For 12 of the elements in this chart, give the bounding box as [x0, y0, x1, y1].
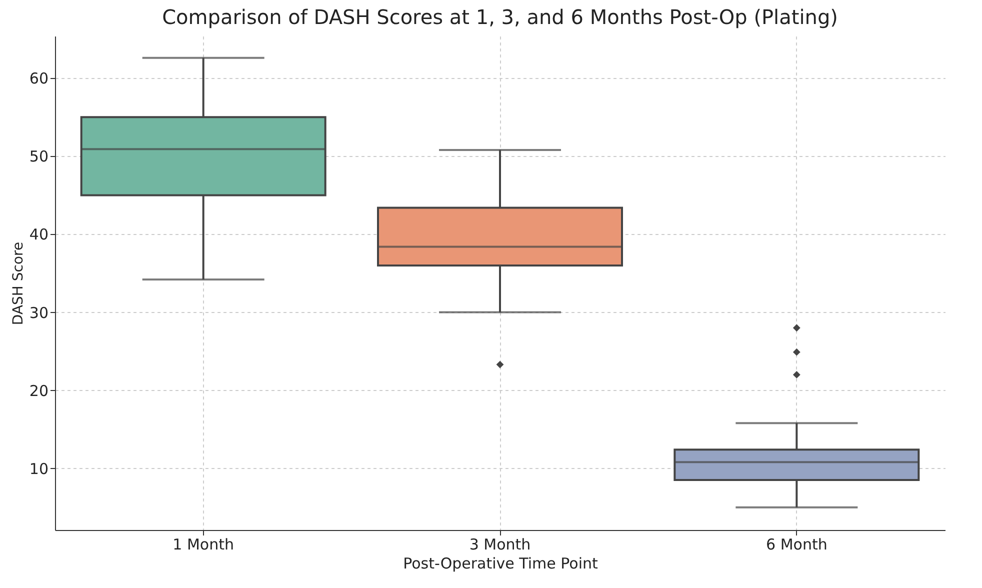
y-tick-label: 40: [29, 226, 48, 244]
y-tick-label: 60: [29, 70, 48, 88]
y-tick-label: 50: [29, 148, 48, 166]
y-axis-title: DASH Score: [10, 242, 26, 326]
y-tick-label: 10: [29, 460, 48, 478]
x-tick-label: 6 Month: [766, 536, 828, 554]
chart-title: Comparison of DASH Scores at 1, 3, and 6 Months Post-Op (Plating): [162, 5, 838, 29]
y-tick-label: 30: [29, 304, 48, 322]
x-tick-label: 1 Month: [172, 536, 234, 554]
x-axis-title: Post-Operative Time Point: [403, 554, 598, 572]
x-tick-label: 3 Month: [469, 536, 531, 554]
y-tick-label: 20: [29, 382, 48, 400]
